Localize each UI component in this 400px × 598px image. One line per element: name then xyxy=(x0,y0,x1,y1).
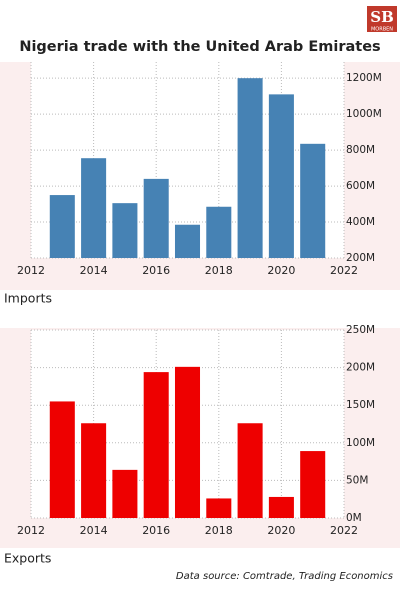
y-tick-label: 1000M xyxy=(346,108,382,120)
bar xyxy=(49,195,75,258)
x-tick-label: 2012 xyxy=(17,264,45,277)
bar xyxy=(174,224,201,258)
y-tick-label: 50M xyxy=(346,474,368,486)
bar xyxy=(81,423,107,518)
x-tick-label: 2016 xyxy=(142,264,170,277)
logo-box xyxy=(367,6,397,32)
x-tick-label: 2020 xyxy=(267,524,295,537)
source: Data source: Comtrade, Trading Economics xyxy=(176,571,393,582)
bar xyxy=(268,94,294,258)
y-tick-label: 800M xyxy=(346,144,375,156)
x-tick-label: 2014 xyxy=(80,264,108,277)
x-tick-label: 2014 xyxy=(80,524,108,537)
y-tick-label: 250M xyxy=(346,324,375,336)
y-tick-label: 150M xyxy=(346,399,375,411)
bar xyxy=(237,78,263,258)
bar xyxy=(112,469,138,518)
y-tick-label: 0M xyxy=(346,512,362,524)
bar xyxy=(300,143,326,258)
bar xyxy=(81,158,107,258)
bar xyxy=(143,178,169,258)
logo-name: MORBEN xyxy=(371,27,393,33)
y-tick-label: 600M xyxy=(346,180,375,192)
y-tick-label: 400M xyxy=(346,216,375,228)
x-tick-label: 2012 xyxy=(17,524,45,537)
bar xyxy=(268,496,294,518)
bar xyxy=(237,423,263,518)
y-tick-label: 200M xyxy=(346,252,375,264)
x-tick-label: 2022 xyxy=(330,264,358,277)
bar xyxy=(49,401,75,518)
series-label: Exports xyxy=(4,551,51,566)
bar xyxy=(174,366,201,518)
y-tick-label: 200M xyxy=(346,362,375,374)
x-tick-label: 2022 xyxy=(330,524,358,537)
bar xyxy=(300,451,326,518)
x-tick-label: 2016 xyxy=(142,524,170,537)
bar xyxy=(112,203,138,258)
x-tick-label: 2018 xyxy=(205,264,233,277)
y-tick-label: 100M xyxy=(346,437,375,449)
bar xyxy=(206,498,232,518)
y-tick-label: 1200M xyxy=(346,72,382,84)
x-tick-label: 2018 xyxy=(205,524,233,537)
chart-title: Nigeria trade with the United Arab Emira… xyxy=(19,39,380,55)
bar xyxy=(206,206,232,258)
series-label: Imports xyxy=(4,291,52,306)
x-tick-label: 2020 xyxy=(267,264,295,277)
logo-mark: SB xyxy=(370,8,394,26)
bar xyxy=(143,372,169,518)
